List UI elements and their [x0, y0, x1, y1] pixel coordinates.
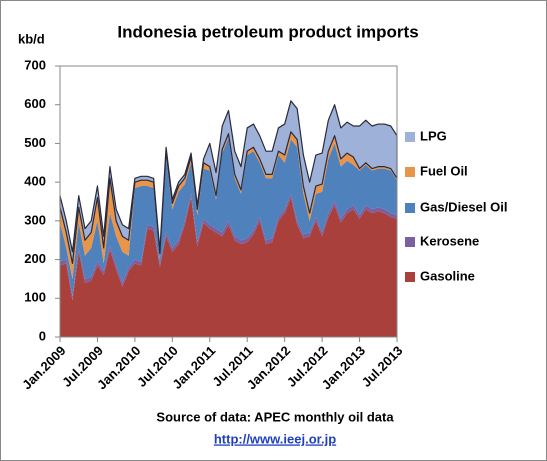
legend-swatch	[405, 203, 415, 213]
legend-swatch	[405, 132, 415, 142]
legend-label: Kerosene	[420, 233, 479, 248]
y-tick-label: 300	[24, 212, 46, 227]
y-axis-label: kb/d	[18, 31, 45, 46]
legend-label: Gasoline	[420, 268, 475, 283]
legend-swatch	[405, 167, 415, 177]
legend-label: Gas/Diesel Oil	[420, 199, 507, 214]
y-tick-label: 400	[24, 174, 46, 189]
link[interactable]: http://www.ieej.or.jp	[214, 431, 336, 446]
legend-swatch	[405, 237, 415, 247]
y-tick-label: 700	[24, 57, 46, 72]
y-tick-label: 200	[24, 251, 46, 266]
y-tick-label: 100	[24, 290, 46, 305]
y-tick-label: 600	[24, 96, 46, 111]
area	[60, 197, 397, 337]
source: Source of data: APEC monthly oil data	[156, 409, 394, 424]
legend-label: LPG	[420, 128, 447, 143]
y-tick-label: 0	[39, 328, 46, 343]
legend-label: Fuel Oil	[420, 163, 468, 178]
plot-border	[59, 65, 398, 338]
legend-swatch	[405, 272, 415, 282]
y-tick-label: 500	[24, 135, 46, 150]
chart-title: Indonesia petroleum product imports	[117, 22, 418, 41]
area	[60, 137, 397, 297]
